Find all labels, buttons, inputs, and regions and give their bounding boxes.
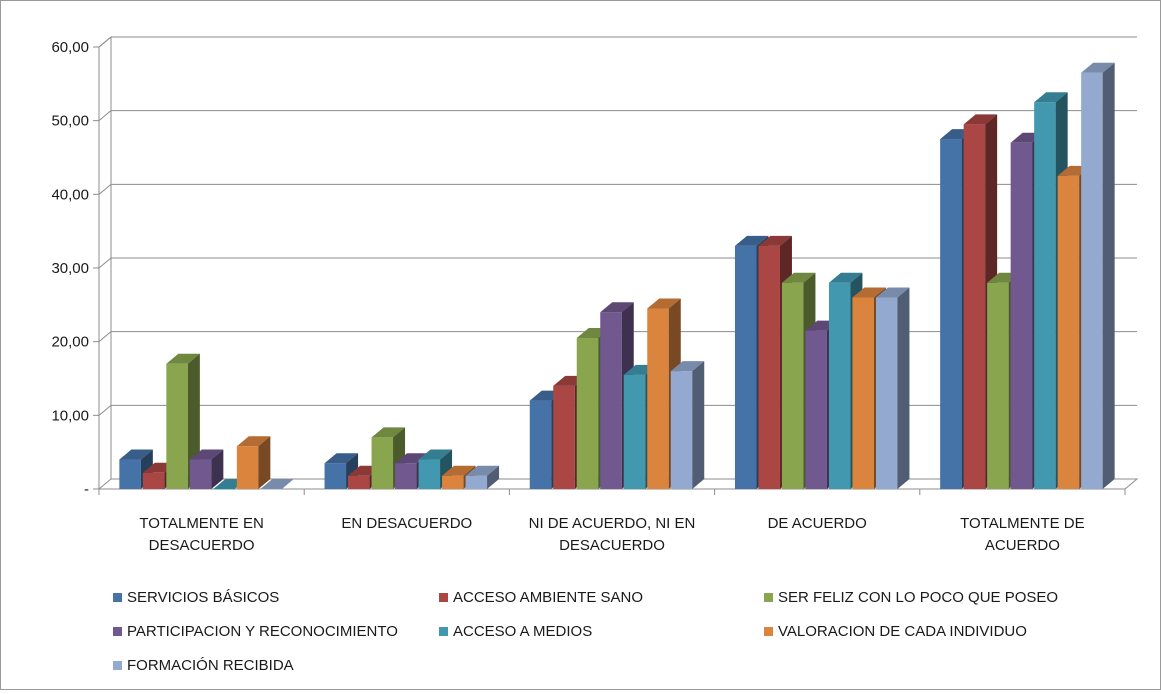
- x-tick-label: DESACUERDO: [149, 537, 255, 554]
- legend-entry: FORMACIÓN RECIBIDA: [113, 657, 294, 674]
- gridline: [98, 110, 1137, 122]
- legend-label: SER FELIZ CON LO POCO QUE POSEO: [778, 589, 1058, 606]
- legend-swatch: [439, 593, 448, 602]
- x-tick-label: TOTALMENTE EN: [139, 515, 263, 532]
- bar: [465, 465, 500, 489]
- y-tick-label: -: [84, 481, 89, 498]
- legend: SERVICIOS BÁSICOS ACCESO AMBIENTE SANO SER…: [113, 589, 1058, 674]
- x-tick-label: DESACUERDO: [559, 537, 665, 554]
- y-tick-label: 30,00: [51, 260, 89, 277]
- legend-swatch: [439, 627, 448, 636]
- legend-label: SERVICIOS BÁSICOS: [127, 589, 279, 606]
- y-tick-label: 40,00: [51, 186, 89, 203]
- legend-swatch: [113, 661, 122, 670]
- y-axis-ticks: - 10,00 20,00 30,00 40,00 50,00 60,00: [51, 39, 99, 498]
- bar: [1081, 62, 1115, 490]
- legend-swatch: [113, 593, 122, 602]
- x-tick-label: ACUERDO: [985, 537, 1060, 554]
- y-tick-label: 60,00: [51, 39, 89, 56]
- legend-label: FORMACIÓN RECIBIDA: [127, 657, 294, 674]
- x-tick-label: DE ACUERDO: [768, 515, 867, 532]
- bar: [875, 287, 910, 489]
- x-axis-ticks: TOTALMENTE EN DESACUERDO EN DESACUERDO NI D…: [98, 489, 1126, 554]
- bar: [236, 436, 271, 489]
- legend-label: ACCESO AMBIENTE SANO: [453, 589, 643, 606]
- legend-label: PARTICIPACION Y RECONOCIMIENTO: [127, 623, 398, 640]
- x-tick-label: NI DE ACUERDO, NI EN: [529, 515, 696, 532]
- bars: [119, 62, 1115, 490]
- bar: [260, 479, 294, 490]
- x-tick-label: TOTALMENTE DE: [960, 515, 1084, 532]
- legend-entry: SERVICIOS BÁSICOS: [113, 589, 279, 606]
- y-tick-label: 10,00: [51, 407, 89, 424]
- legend-label: ACCESO A MEDIOS: [453, 623, 592, 640]
- y-tick-label: 20,00: [51, 334, 89, 351]
- legend-swatch: [113, 627, 122, 636]
- legend-entry: VALORACION DE CADA INDIVIDUO: [764, 623, 1027, 640]
- legend-entry: ACCESO AMBIENTE SANO: [439, 589, 643, 606]
- legend-entry: PARTICIPACION Y RECONOCIMIENTO: [113, 623, 398, 640]
- y-tick-label: 50,00: [51, 113, 89, 130]
- bar: [670, 361, 705, 489]
- legend-swatch: [764, 593, 773, 602]
- x-tick-label: EN DESACUERDO: [341, 515, 472, 532]
- gridline: [98, 36, 1137, 48]
- legend-entry: SER FELIZ CON LO POCO QUE POSEO: [764, 589, 1058, 606]
- gridline: [98, 257, 1137, 269]
- legend-swatch: [764, 627, 773, 636]
- legend-label: VALORACION DE CADA INDIVIDUO: [778, 623, 1027, 640]
- gridline: [98, 183, 1137, 195]
- bar: [189, 449, 224, 489]
- legend-entry: ACCESO A MEDIOS: [439, 623, 592, 640]
